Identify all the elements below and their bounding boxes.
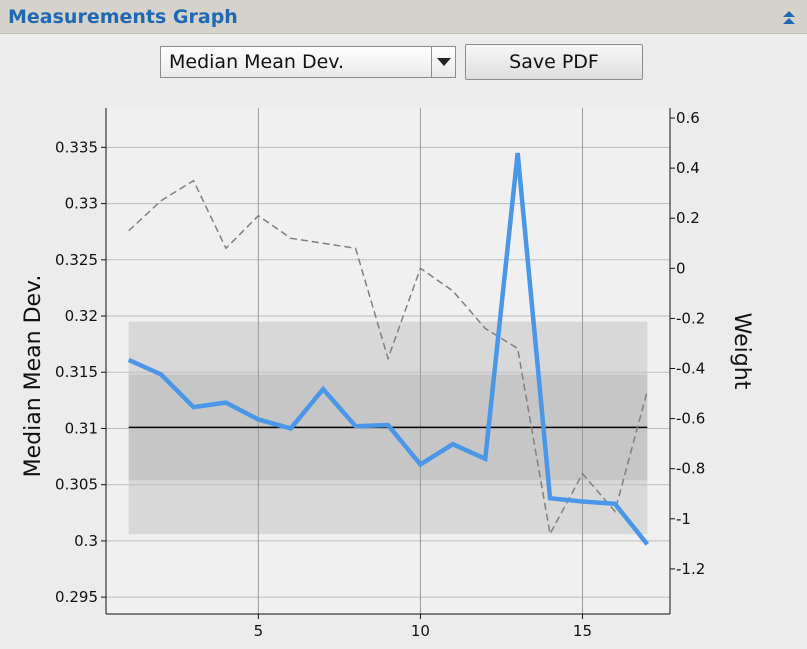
double-chevron-up-icon[interactable] (781, 9, 797, 25)
y2-tick-label: 0.4 (676, 159, 700, 177)
y-tick-label: 0.33 (65, 195, 98, 213)
y2-axis-title: Weight (729, 313, 754, 390)
y2-tick-label: -0.4 (676, 360, 705, 378)
metric-select-value: Median Mean Dev. (169, 51, 345, 73)
save-pdf-button[interactable]: Save PDF (465, 44, 643, 80)
y-tick-label: 0.305 (55, 476, 98, 494)
median-mean-dev-series-line (127, 152, 650, 546)
panel-title: Measurements Graph (8, 6, 238, 28)
y2-tick-label: 0 (676, 259, 686, 277)
x-tick-label: 15 (573, 622, 592, 640)
y2-tick-label: -0.2 (676, 309, 705, 327)
y2-tick-label: 0.6 (676, 109, 700, 127)
y-tick-label: 0.295 (55, 588, 98, 606)
y-tick-label: 0.3 (74, 532, 98, 550)
y-tick-label: 0.325 (55, 251, 98, 269)
y-tick-label: 0.31 (65, 419, 98, 437)
x-tick-label: 10 (411, 622, 430, 640)
y2-tick-label: -0.6 (676, 410, 705, 428)
y-tick-label: 0.315 (55, 363, 98, 381)
metric-select[interactable]: Median Mean Dev. (160, 46, 456, 78)
y-tick-label: 0.335 (55, 138, 98, 156)
y-axis-title: Median Mean Dev. (21, 275, 46, 478)
dropdown-button[interactable] (431, 47, 455, 77)
x-tick-label: 5 (254, 622, 264, 640)
y-tick-label: 0.32 (65, 307, 98, 325)
y2-tick-label: -1 (676, 510, 691, 528)
panel-header: Measurements Graph (0, 0, 807, 34)
weight-series-line (128, 179, 649, 537)
graph-toolbar: Median Mean Dev. Save PDF (0, 34, 807, 94)
y2-tick-label: -0.8 (676, 460, 705, 478)
y2-tick-label: -1.2 (676, 560, 705, 578)
y2-tick-label: 0.2 (676, 209, 700, 227)
triangle-down-icon (437, 58, 451, 66)
